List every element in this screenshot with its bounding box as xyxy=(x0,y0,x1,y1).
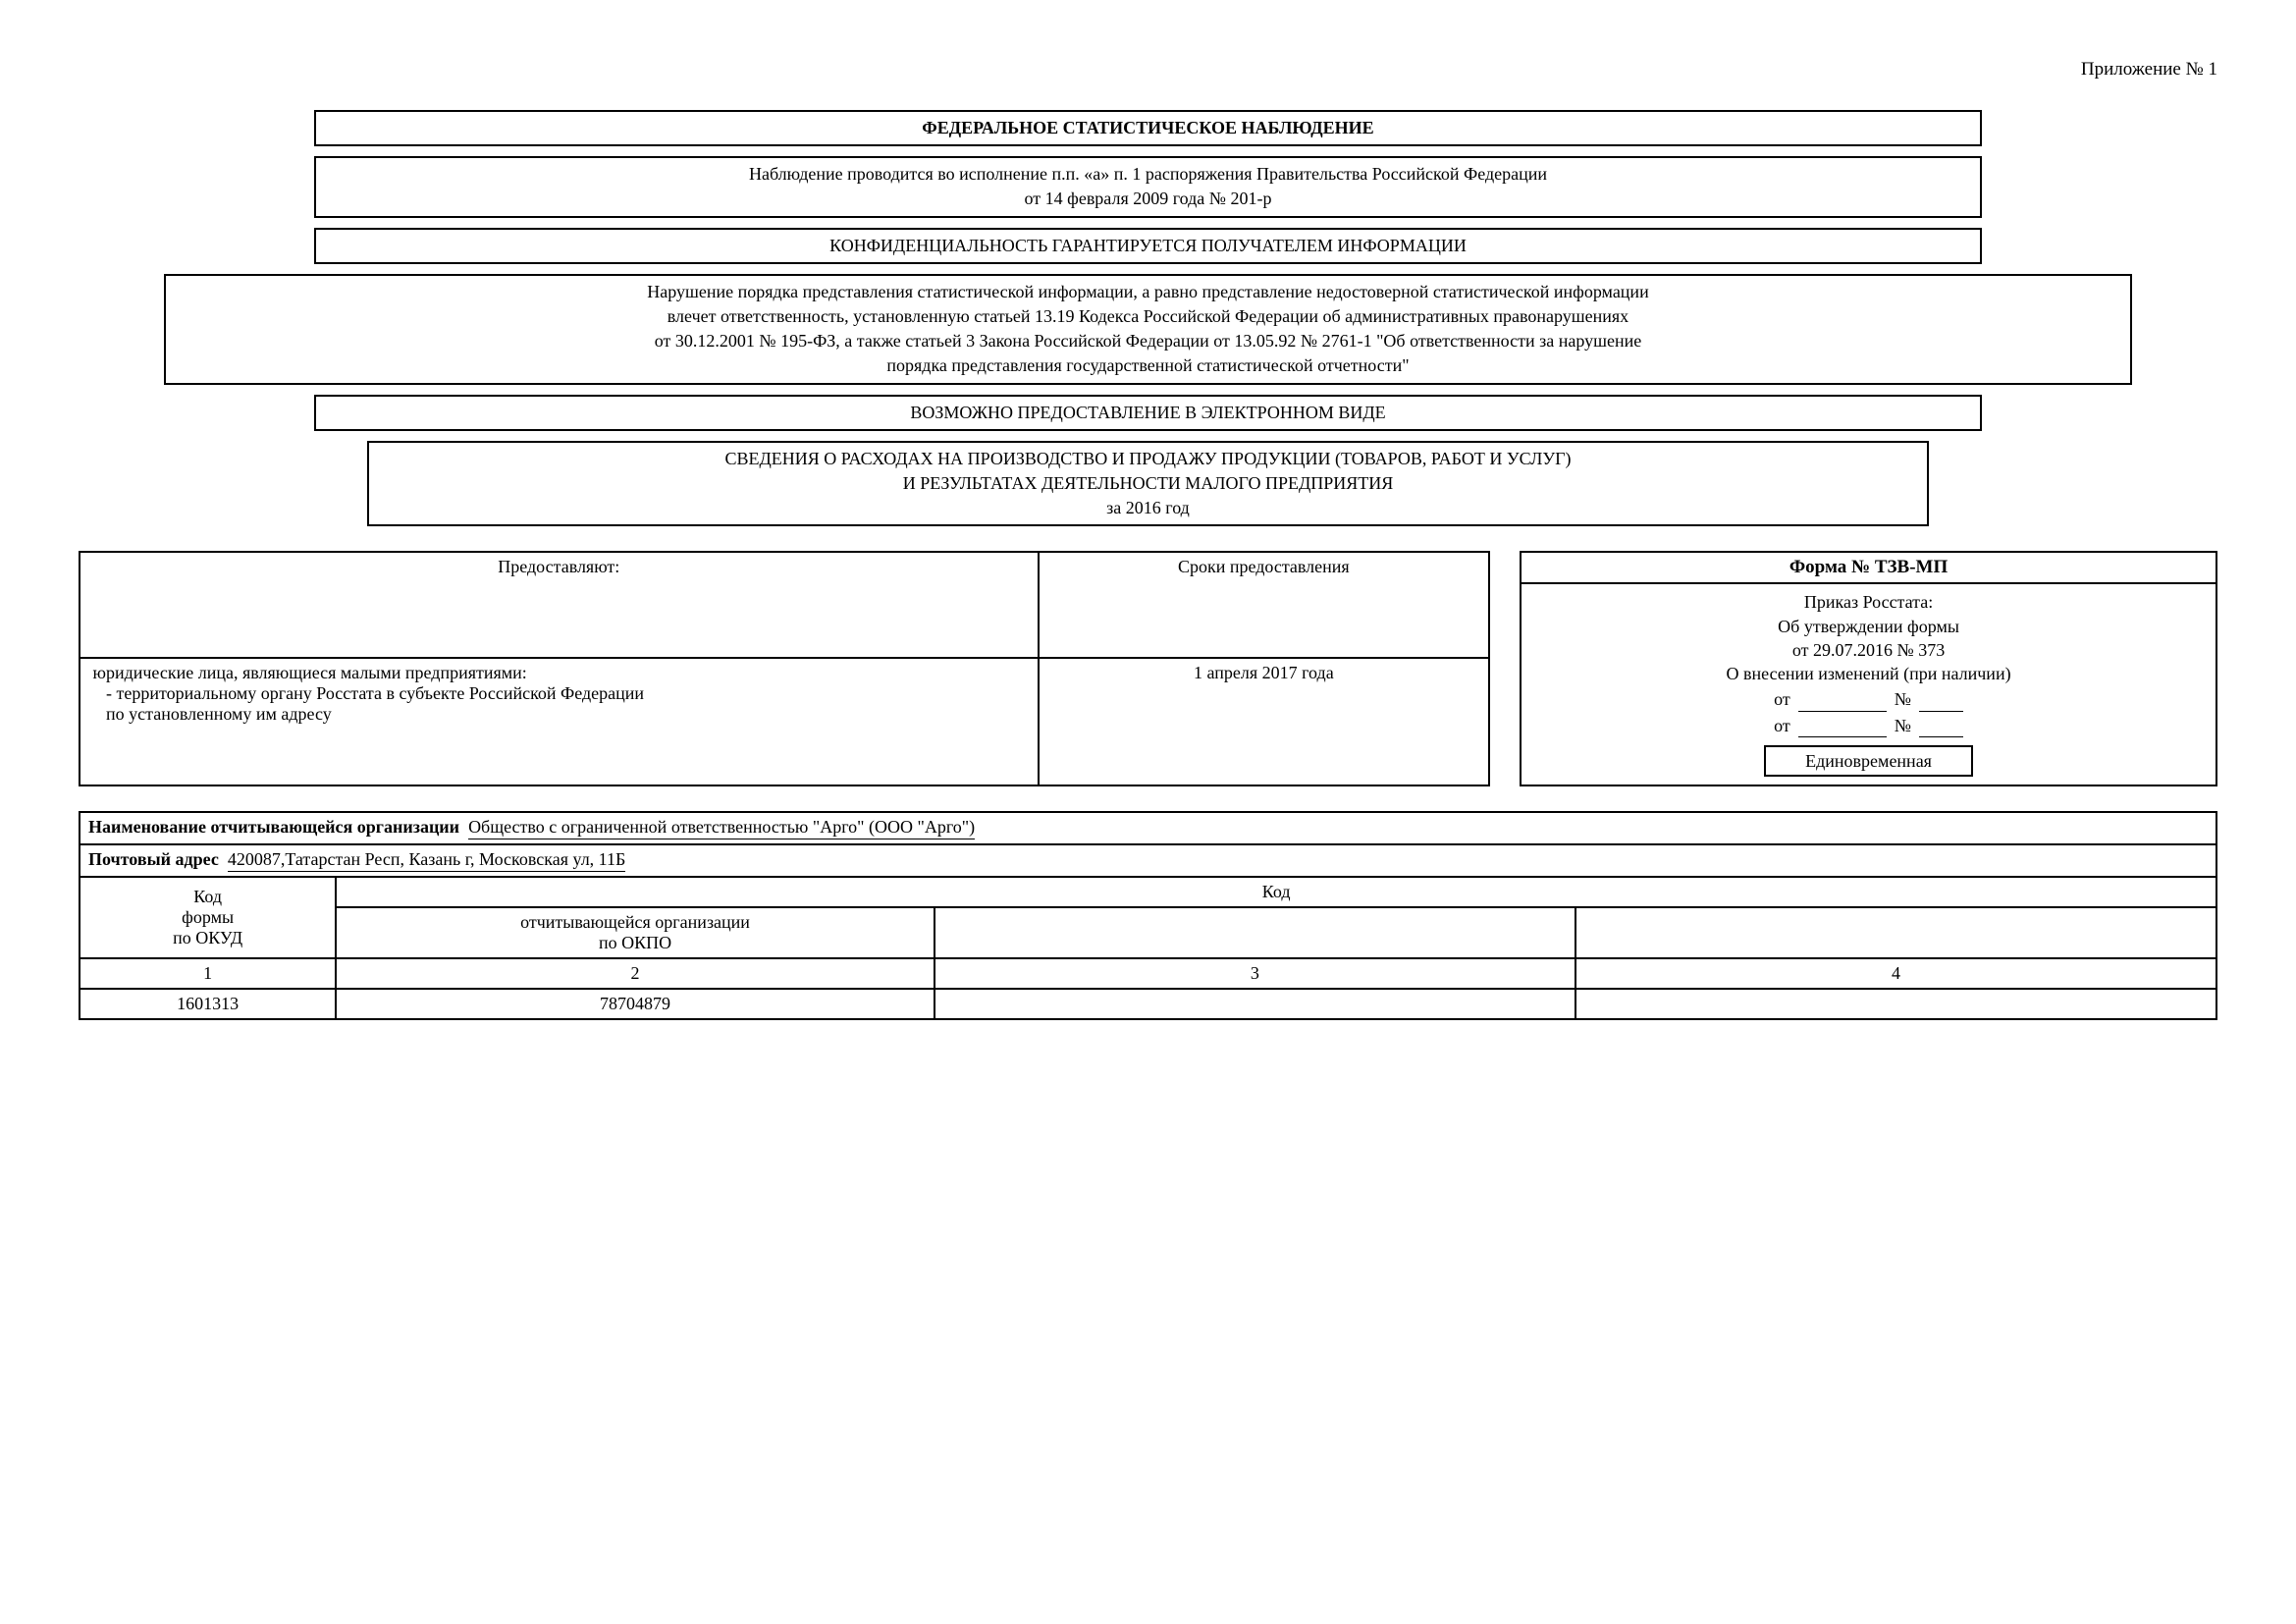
submission-table: Предоставляют: Сроки предоставления юрид… xyxy=(79,551,1490,786)
code-header: Код xyxy=(336,877,2216,907)
form-l3: от 29.07.2016 № 373 xyxy=(1531,638,2206,662)
confidentiality-box: КОНФИДЕНЦИАЛЬНОСТЬ ГАРАНТИРУЕТСЯ ПОЛУЧАТ… xyxy=(314,228,1983,264)
subject-box: СВЕДЕНИЯ О РАСХОДАХ НА ПРОИЗВОДСТВО И ПР… xyxy=(367,441,1929,527)
form-number-title: Форма № ТЗВ-МП xyxy=(1522,553,2216,584)
code-3-value xyxy=(934,989,1575,1019)
org-addr-row: Почтовый адрес 420087,Татарстан Респ, Ка… xyxy=(80,844,2216,877)
org-addr-label: Почтовый адрес xyxy=(88,849,219,869)
org-name-label: Наименование отчитывающейся организации xyxy=(88,817,459,837)
date-blank-2 xyxy=(1798,718,1887,737)
num-label-1: № xyxy=(1895,687,1911,711)
ot-label-1: от xyxy=(1774,687,1790,711)
provide-cell: юридические лица, являющиеся малыми пред… xyxy=(80,658,1039,785)
org-name-value: Общество с ограниченной ответственностью… xyxy=(468,817,975,839)
okud-header: Код формы по ОКУД xyxy=(80,877,336,958)
okpo-l1: отчитывающейся организации xyxy=(520,912,750,932)
violation-l2: влечет ответственность, установленную ст… xyxy=(667,306,1629,326)
org-addr-value: 420087,Татарстан Респ, Казань г, Московс… xyxy=(228,849,626,872)
electronic-box: ВОЗМОЖНО ПРЕДОСТАВЛЕНИЕ В ЭЛЕКТРОННОМ ВИ… xyxy=(314,395,1983,431)
amendment-line-1: от № xyxy=(1531,687,2206,711)
form-body: Приказ Росстата: Об утверждении формы от… xyxy=(1522,584,2216,785)
col-num-3: 3 xyxy=(934,958,1575,989)
num-label-2: № xyxy=(1895,714,1911,737)
provide-l3: по установленному им адресу xyxy=(106,704,332,724)
subject-l3: за 2016 год xyxy=(1106,498,1190,517)
deadline-cell: 1 апреля 2017 года xyxy=(1039,658,1490,785)
amendment-line-2: от № xyxy=(1531,714,2206,737)
okpo-value: 78704879 xyxy=(336,989,934,1019)
date-blank-1 xyxy=(1798,692,1887,712)
form-info-box: Форма № ТЗВ-МП Приказ Росстата: Об утвер… xyxy=(1520,551,2217,786)
num-blank-2 xyxy=(1919,718,1963,737)
subject-l1: СВЕДЕНИЯ О РАСХОДАХ НА ПРОИЗВОДСТВО И ПР… xyxy=(725,449,1572,468)
basis-box: Наблюдение проводится во исполнение п.п.… xyxy=(314,156,1983,217)
violation-box: Нарушение порядка представления статисти… xyxy=(164,274,2132,385)
code-form-l2: формы xyxy=(182,907,234,927)
code-col-4-header xyxy=(1575,907,2216,958)
provide-l2: - территориальному органу Росстата в суб… xyxy=(106,683,644,703)
violation-l3: от 30.12.2001 № 195-ФЗ, а также статьей … xyxy=(655,331,1641,351)
col-deadline: Сроки предоставления xyxy=(1039,552,1490,658)
col-num-4: 4 xyxy=(1575,958,2216,989)
provide-l1: юридические лица, являющиеся малыми пред… xyxy=(93,663,527,682)
basis-line-2: от 14 февраля 2009 года № 201-р xyxy=(1025,189,1272,208)
subject-l2: И РЕЗУЛЬТАТАХ ДЕЯТЕЛЬНОСТИ МАЛОГО ПРЕДПР… xyxy=(903,473,1394,493)
form-l1: Приказ Росстата: xyxy=(1531,590,2206,614)
okud-value: 1601313 xyxy=(80,989,336,1019)
code-col-3-header xyxy=(934,907,1575,958)
code-form-l1: Код xyxy=(193,887,222,906)
ot-label-2: от xyxy=(1774,714,1790,737)
federal-observation-title: ФЕДЕРАЛЬНОЕ СТАТИСТИЧЕСКОЕ НАБЛЮДЕНИЕ xyxy=(314,110,1983,146)
code-4-value xyxy=(1575,989,2216,1019)
basis-line-1: Наблюдение проводится во исполнение п.п.… xyxy=(749,164,1547,184)
num-blank-1 xyxy=(1919,692,1963,712)
form-l4: О внесении изменений (при наличии) xyxy=(1531,662,2206,685)
organization-table: Наименование отчитывающейся организации … xyxy=(79,811,2217,1020)
frequency-box: Единовременная xyxy=(1764,745,1973,777)
org-name-row: Наименование отчитывающейся организации … xyxy=(80,812,2216,844)
violation-l4: порядка представления государственной ст… xyxy=(886,355,1409,375)
okpo-l2: по ОКПО xyxy=(599,933,671,952)
code-form-l3: по ОКУД xyxy=(173,928,242,947)
col-num-1: 1 xyxy=(80,958,336,989)
col-num-2: 2 xyxy=(336,958,934,989)
violation-l1: Нарушение порядка представления статисти… xyxy=(647,282,1648,301)
form-l2: Об утверждении формы xyxy=(1531,615,2206,638)
annex-label: Приложение № 1 xyxy=(79,59,2217,81)
okpo-header: отчитывающейся организации по ОКПО xyxy=(336,907,934,958)
col-provide: Предоставляют: xyxy=(80,552,1039,658)
